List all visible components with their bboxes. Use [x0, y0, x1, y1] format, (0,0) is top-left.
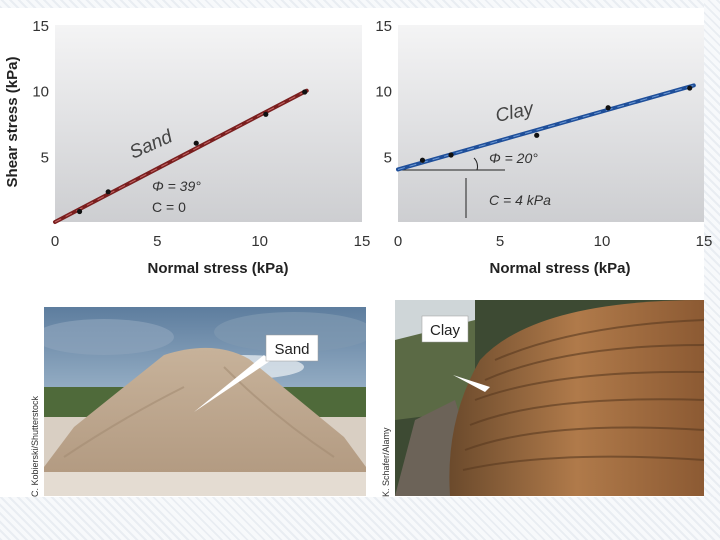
clay-fit-line-highlight: [397, 84, 694, 170]
sand-phi-annotation: Φ = 39°: [152, 178, 201, 194]
clay-plot-area: [398, 25, 704, 222]
background-pattern-top: [0, 0, 720, 8]
clay-y-tick-label: 5: [384, 149, 392, 166]
sand-y-axis-label: Shear stress (kPa): [4, 57, 21, 188]
clay-data-point: [419, 157, 426, 163]
sand-data-point: [193, 140, 199, 146]
background-pattern-bottom: [0, 497, 720, 540]
clay-x-tick-label: 5: [496, 233, 504, 250]
sand-x-tick-label: 15: [354, 233, 371, 250]
clay-x-tick-label: 10: [594, 233, 611, 250]
sand-c-annotation: C = 0: [152, 199, 186, 215]
sand-photo-label: Sand: [274, 341, 309, 358]
sand-x-tick-label: 0: [51, 233, 59, 250]
clay-data-point: [448, 152, 454, 158]
sand-data-point: [302, 89, 308, 95]
clay-y-tick-label: 15: [375, 18, 392, 35]
clay-data-point: [534, 132, 540, 138]
sand-photo-credit: C. Kobierski/Shutterstock: [30, 395, 40, 497]
clay-data-point: [605, 105, 611, 111]
sand-y-tick-label: 15: [32, 18, 49, 35]
sand-plot-area: [55, 25, 362, 222]
clay-x-tick-label: 0: [394, 233, 402, 250]
clay-x-tick-label: 15: [696, 233, 713, 250]
clay-photo: Clay: [395, 300, 704, 496]
sand-y-tick-label: 10: [32, 84, 49, 101]
clay-angle-arc: [473, 157, 478, 171]
sand-photo: Sand: [44, 307, 366, 496]
sand-y-tick-label: 5: [41, 149, 49, 166]
clay-phi-annotation: Φ = 20°: [489, 150, 538, 166]
clay-photo-label: Clay: [430, 322, 461, 339]
background-pattern-right: [704, 0, 720, 540]
sand-data-point: [105, 189, 111, 195]
clay-x-axis-label: Normal stress (kPa): [490, 260, 631, 277]
sand-data-point: [76, 208, 83, 215]
sand-x-tick-label: 10: [251, 233, 268, 250]
clay-photo-credit: K. Schafer/Alamy: [381, 427, 391, 497]
sand-data-point: [263, 111, 269, 117]
sand-x-tick-label: 5: [153, 233, 161, 250]
clay-data-point: [687, 85, 693, 91]
clay-c-annotation: C = 4 kPa: [489, 192, 551, 208]
sand-x-axis-label: Normal stress (kPa): [148, 260, 289, 277]
clay-y-tick-label: 10: [375, 84, 392, 101]
